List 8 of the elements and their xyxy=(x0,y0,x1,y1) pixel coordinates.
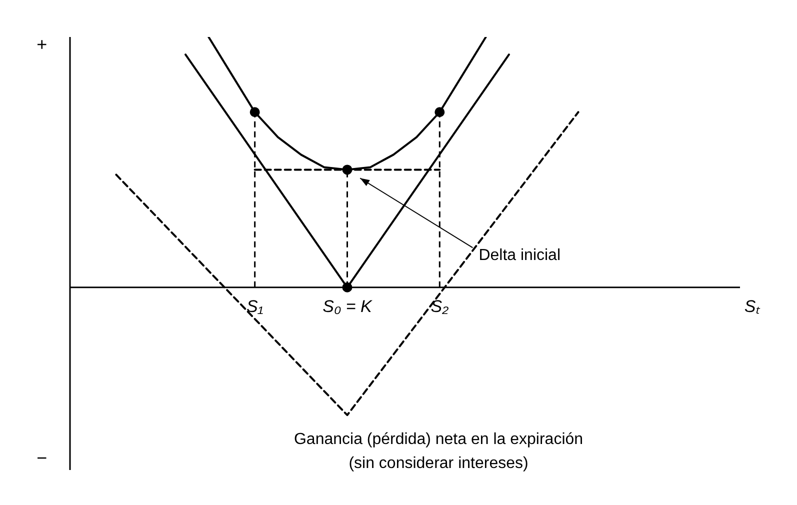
text: + xyxy=(36,34,48,55)
x-tick-label: S₁ xyxy=(246,297,264,316)
text: − xyxy=(36,448,48,468)
x-axis-title: Sₜ xyxy=(744,297,761,316)
text: Ganancia (pérdida) neta en la expiración (sin considerar intereses) xyxy=(294,431,584,472)
x-tick-label: S₀ = K xyxy=(322,297,373,316)
annotation: Delta inicial xyxy=(478,247,561,264)
x-tick-label: S₂ xyxy=(430,297,450,316)
